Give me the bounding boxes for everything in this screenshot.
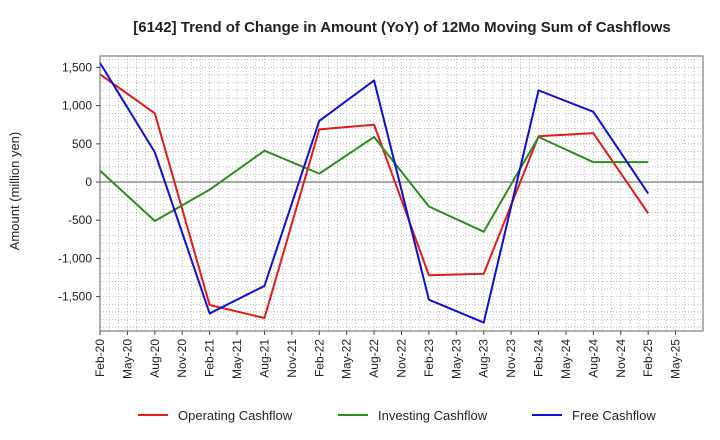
legend-label: Free Cashflow (572, 408, 656, 423)
grid (100, 56, 703, 331)
x-tick-label: Aug-22 (367, 339, 381, 378)
x-tick-label: May-21 (230, 339, 244, 379)
legend-label: Operating Cashflow (178, 408, 293, 423)
x-tick-label: Feb-24 (532, 339, 546, 377)
legend-label: Investing Cashflow (378, 408, 488, 423)
x-tick-label: Nov-20 (175, 339, 189, 378)
x-tick-label: Nov-22 (395, 339, 409, 378)
legend: Operating Cashflow Investing Cashflow Free… (138, 408, 656, 423)
series-lines (99, 62, 650, 324)
y-tick-label: -1,000 (58, 251, 92, 265)
x-tick-label: Aug-20 (148, 339, 162, 378)
chart-title: [6142] Trend of Change in Amount (YoY) o… (133, 19, 671, 36)
axes: 1,500 1,000 500 0 -500 -1,000 -1,500 Feb-20 May-… (58, 55, 704, 379)
series-line-operating-cashflow (99, 73, 650, 320)
y-tick-label: 500 (72, 137, 92, 151)
x-tick-label: May-25 (669, 339, 683, 379)
x-tick-label: Feb-20 (93, 339, 107, 377)
x-tick-label: Nov-23 (504, 339, 518, 378)
x-tick-label: May-20 (120, 339, 134, 379)
x-tick-label: Feb-23 (422, 339, 436, 377)
x-tick-label: Feb-25 (641, 339, 655, 377)
x-tick-label: May-22 (340, 339, 354, 379)
x-tick-label: Nov-21 (285, 339, 299, 378)
x-tick-label: May-24 (559, 339, 573, 379)
y-tick-label: 0 (85, 175, 92, 189)
series-line-investing-cashflow (99, 135, 649, 233)
x-tick-label: Aug-24 (586, 339, 600, 378)
y-tick-label: 1,500 (62, 60, 92, 74)
y-axis-label: Amount (million yen) (7, 132, 22, 251)
y-tick-label: -500 (68, 213, 92, 227)
series-line-free-cashflow (99, 62, 650, 324)
x-tick-label: Nov-24 (614, 339, 628, 378)
y-tick-label: 1,000 (62, 99, 92, 113)
x-tick-label: Feb-22 (312, 339, 326, 377)
x-tick-label: May-23 (449, 339, 463, 379)
y-tick-label: -1,500 (58, 290, 92, 304)
x-tick-label: Feb-21 (203, 339, 217, 377)
x-tick-label: Aug-23 (477, 339, 491, 378)
x-tick-label: Aug-21 (257, 339, 271, 378)
